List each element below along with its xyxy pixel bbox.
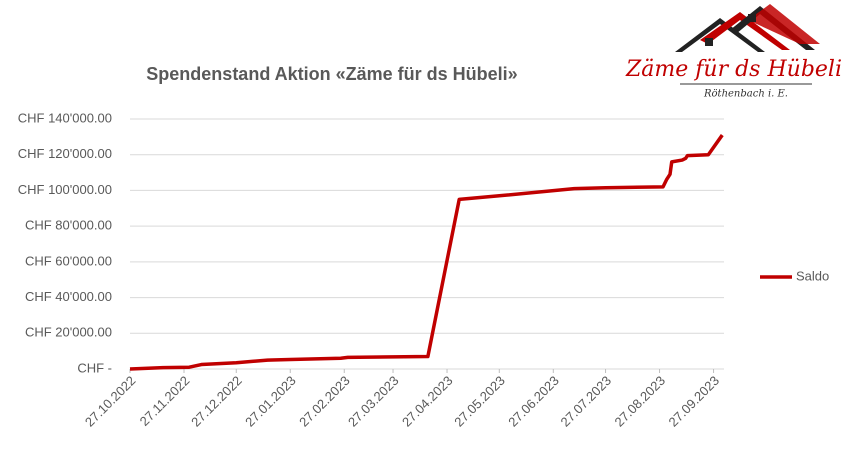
chart-title: Spendenstand Aktion «Zäme für ds Hübeli» (146, 64, 517, 84)
x-tick-label: 27.03.2023 (345, 373, 402, 430)
legend-label: Saldo (796, 268, 829, 283)
line (129, 134, 724, 371)
y-tick-label: CHF 80'000.00 (25, 218, 112, 233)
y-tick-label: CHF 120'000.00 (18, 146, 112, 161)
y-tick-label: CHF 100'000.00 (18, 182, 112, 197)
x-tick-label: 27.07.2023 (557, 373, 614, 430)
x-tick-label: 27.09.2023 (665, 373, 722, 430)
x-tick-label: 27.12.2022 (188, 373, 245, 430)
y-tick-label: CHF 40'000.00 (25, 289, 112, 304)
logo-subtitle: Röthenbach i. E. (703, 89, 788, 100)
x-tick-label: 27.01.2023 (242, 373, 299, 430)
x-tick-label: 27.06.2023 (505, 373, 562, 430)
x-tick-label: 27.10.2022 (82, 373, 139, 430)
logo-title: Zäme für ds Hübeli (625, 57, 842, 82)
y-tick-label: CHF 140'000.00 (18, 110, 112, 125)
x-tick-label: 27.05.2023 (451, 373, 508, 430)
y-tick-label: CHF 20'000.00 (25, 325, 112, 340)
x-tick-label: 27.08.2023 (611, 373, 668, 430)
x-tick-label: 27.02.2023 (296, 373, 353, 430)
y-tick-label: CHF 60'000.00 (25, 253, 112, 268)
x-tick-label: 27.11.2022 (137, 373, 193, 429)
x-tick-label: 27.04.2023 (399, 373, 456, 430)
logo-roofs (675, 4, 820, 52)
y-tick-label: CHF - (77, 360, 112, 375)
